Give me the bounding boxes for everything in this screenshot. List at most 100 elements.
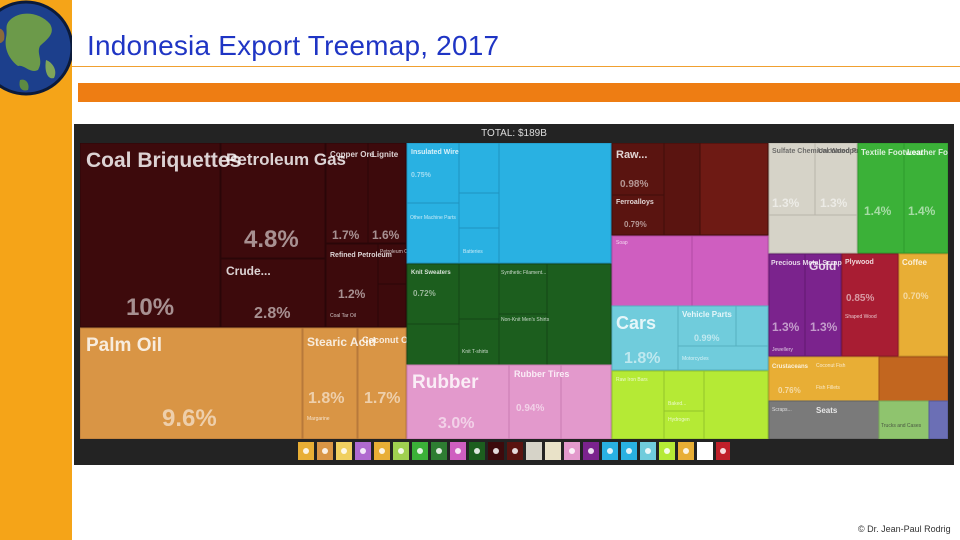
tm-value: 1.8% <box>308 390 344 407</box>
tm-small-label: Motorcycles <box>682 356 709 362</box>
tm-small-label: Non-Knit Men's Shirts <box>501 317 550 323</box>
tm-green-cell <box>406 323 460 366</box>
tm-orange-cell <box>878 356 948 402</box>
slide-title: Indonesia Export Treemap, 2017 <box>87 30 500 61</box>
treemap-total-label: TOTAL: $189B <box>481 128 547 139</box>
tm-value: 10% <box>126 294 174 321</box>
tm-blue-cell <box>498 143 612 264</box>
tm-label: Coconut Oil <box>362 335 413 345</box>
tm-blue-cell <box>458 192 500 229</box>
tm-dark-cell <box>663 143 701 236</box>
tm-label: Crude... <box>226 264 271 278</box>
globe-icon <box>0 0 72 112</box>
tm-value: 1.3% <box>820 196 848 210</box>
tm-value: 0.85% <box>846 293 874 304</box>
tm-petroleum-gas <box>220 143 326 259</box>
tm-label: Sulfate Chemical Woodpulp <box>772 148 864 155</box>
tm-value: 1.4% <box>908 204 936 218</box>
tm-value: 0.99% <box>694 333 720 343</box>
tm-value: 0.94% <box>516 403 544 414</box>
tm-small-label: Fish Fillets <box>816 385 840 391</box>
tm-small-label: Trucks and Cases <box>881 423 922 429</box>
tm-value: 0.98% <box>620 179 648 190</box>
tm-value: 0.76% <box>778 386 801 395</box>
tm-small-label: Coal Tar Oil <box>330 313 356 319</box>
tm-coconut-oil <box>357 327 407 439</box>
tm-green-cell <box>546 263 612 366</box>
tm-value: 1.8% <box>624 350 660 367</box>
tm-small-label: Margarine <box>307 416 330 422</box>
tm-pink-cell <box>560 364 612 439</box>
tm-crude <box>220 258 326 328</box>
tm-value: 0.79% <box>624 220 647 229</box>
tm-label: Refined Petroleum <box>330 252 392 259</box>
tm-copper-ore <box>325 143 369 244</box>
tm-label: Vehicle Parts <box>682 310 732 319</box>
tm-label: Leather Footwear <box>907 148 948 157</box>
tm-label: Raw... <box>616 149 647 161</box>
tm-value: 1.6% <box>372 228 400 242</box>
tm-label: Petroleum Gas <box>226 150 346 169</box>
tm-stearic-acid <box>302 327 358 439</box>
tm-blue-cell <box>458 143 500 194</box>
tm-label: Copper Ore <box>330 150 375 159</box>
tm-label: Rubber Tires <box>514 369 569 379</box>
tm-value: 3.0% <box>438 415 474 432</box>
tm-trucks-cell <box>878 400 930 439</box>
tm-label: Gold <box>809 259 836 273</box>
tm-label: Seats <box>816 406 838 415</box>
tm-gold <box>804 253 842 357</box>
tm-label: Coal Briquettes <box>86 149 241 172</box>
tm-batteries <box>458 227 500 264</box>
tm-label: Coffee <box>902 258 927 267</box>
tm-precious-metal-scraps <box>768 253 806 357</box>
header-rule <box>72 66 960 67</box>
tm-raw <box>611 143 665 196</box>
tm-value: 0.72% <box>413 289 436 298</box>
tm-small-label: Scraps... <box>772 407 792 413</box>
tm-insulated-wire <box>406 143 460 204</box>
accent-strip <box>78 83 960 102</box>
tm-label: Precious Metal Scraps <box>771 260 846 267</box>
tm-label: Uncoated Paper <box>818 148 872 155</box>
tm-value: 1.3% <box>772 320 800 334</box>
tm-magenta-cell <box>691 235 769 307</box>
tm-coffee <box>898 253 948 357</box>
tm-soap <box>611 235 693 307</box>
tm-small-label: Baked... <box>668 401 686 407</box>
legend-paper-icon[interactable] <box>545 442 561 460</box>
tm-label: Crustaceans <box>772 364 809 370</box>
tm-label: Rubber <box>412 372 479 393</box>
tm-motorcycles <box>677 345 769 371</box>
legend-stone-icon[interactable] <box>526 442 542 460</box>
tm-mineral-small <box>377 283 407 328</box>
tm-vehicle-parts <box>677 305 737 347</box>
tm-cars <box>611 305 679 371</box>
tm-label: Cars <box>616 313 656 333</box>
tm-knit-sweaters <box>406 263 460 325</box>
tm-knit-tshirts <box>458 318 500 366</box>
tm-synthetic-filament <box>498 263 548 315</box>
tm-other-machine-parts <box>406 202 460 264</box>
tm-textile-footwear <box>857 143 905 254</box>
tm-lime-cell <box>703 370 769 439</box>
tm-small-label: Shaped Wood <box>845 314 877 320</box>
tm-lignite <box>367 143 407 244</box>
tm-small-label: Synthetic Filament... <box>501 270 546 276</box>
tm-value: 9.6% <box>162 405 217 432</box>
tm-value: 1.3% <box>810 320 838 334</box>
tm-plywood <box>841 253 899 357</box>
tm-value: 1.2% <box>338 287 366 301</box>
tm-green-cell <box>458 263 500 320</box>
tm-small-label: Soap <box>616 240 628 246</box>
tm-value: 0.70% <box>903 291 929 301</box>
tm-small-label: Knit T-shirts <box>462 349 489 355</box>
tm-rubber <box>406 364 510 439</box>
tm-small-label: Petroleum Coke <box>380 249 416 255</box>
tm-value: 1.7% <box>332 228 360 242</box>
tm-label: Lignite <box>372 150 399 159</box>
legend-misc-icon[interactable] <box>697 442 713 460</box>
tm-lime-cell <box>663 410 705 439</box>
tm-label: Knit Sweaters <box>411 270 451 276</box>
copyright-text: © Dr. Jean-Paul Rodrig <box>858 524 951 534</box>
